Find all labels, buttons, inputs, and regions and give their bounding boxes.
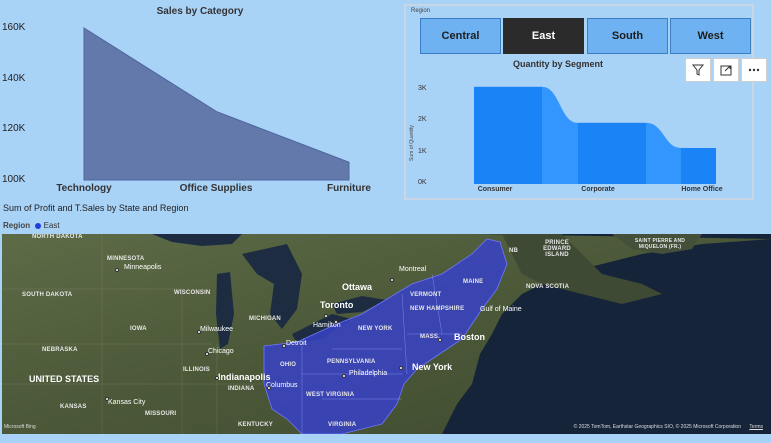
city-marker xyxy=(197,330,201,334)
area-y-tick: 140K xyxy=(2,72,26,84)
slicer-option-west[interactable]: West xyxy=(670,18,751,54)
map-label-kansas: KANSAS xyxy=(60,404,87,410)
map-label-wisconsin: WISCONSIN xyxy=(174,290,211,296)
map-label-minnesota: MINNESOTA xyxy=(107,256,145,262)
city-marker xyxy=(324,314,328,318)
map-label-indiana: INDIANA xyxy=(228,386,255,392)
area-x-tick: Office Supplies xyxy=(179,183,253,194)
segment-x-tick: Home Office xyxy=(681,186,723,193)
legend-item-east[interactable]: East xyxy=(43,221,60,230)
city-marker xyxy=(267,386,271,390)
map-label-north-dakota: NORTH DAKOTA xyxy=(32,234,83,240)
city-marker xyxy=(342,374,346,378)
quantity-by-segment-chart[interactable] xyxy=(0,0,771,200)
city-marker xyxy=(115,268,119,272)
map-label-new-hampshire: NEW HAMPSHIRE xyxy=(410,306,465,312)
city-marker xyxy=(105,397,109,401)
segment-bar-consumer[interactable] xyxy=(474,86,542,184)
focus-mode-icon[interactable] xyxy=(713,58,739,82)
map-label-west-virginia: WEST VIRGINIA xyxy=(306,392,355,398)
map-label-new-york: NEW YORK xyxy=(358,326,393,332)
map-terrain xyxy=(2,234,771,434)
map-label-columbus: Columbus xyxy=(266,382,298,389)
map-label-pei: PRINCE EDWARD ISLAND xyxy=(543,240,571,258)
map-label-missouri: MISSOURI xyxy=(145,411,177,417)
map-label-minneapolis: Minneapolis xyxy=(124,264,162,271)
map-label-gulf-of-maine: Gulf of Maine xyxy=(480,306,522,313)
quantity-by-segment-title: Quantity by Segment xyxy=(512,59,603,69)
map-label-chicago: Chicago xyxy=(208,348,234,355)
area-y-tick: 160K xyxy=(2,22,26,33)
map-label-mass: MASS. xyxy=(420,334,441,340)
map-label-iowa: IOWA xyxy=(130,326,147,332)
city-marker xyxy=(215,376,219,380)
sales-by-category-title: Sales by Category xyxy=(156,6,244,17)
area-x-tick: Technology xyxy=(56,183,112,194)
city-marker xyxy=(390,278,394,282)
map-label-boston: Boston xyxy=(454,332,485,342)
slicer-option-central[interactable]: Central xyxy=(420,18,501,54)
slicer-option-south[interactable]: South xyxy=(587,18,668,54)
city-marker xyxy=(205,352,209,356)
legend-label: Region xyxy=(3,221,31,230)
filter-icon[interactable] xyxy=(685,58,711,82)
legend-marker xyxy=(35,222,42,229)
area-y-tick: 100K xyxy=(2,174,26,185)
map-label-ottawa: Ottawa xyxy=(342,282,373,292)
map-label-new-york-city: New York xyxy=(412,362,453,372)
area-x-tick: Furniture xyxy=(327,183,371,194)
map-label-vermont: VERMONT xyxy=(410,292,442,298)
city-marker xyxy=(282,344,286,348)
sales-by-category-chart[interactable] xyxy=(0,0,400,200)
map-label-toronto: Toronto xyxy=(320,300,354,310)
map-label-pennsylvania: PENNSYLVANIA xyxy=(327,359,376,365)
bing-logo: Microsoft Bing xyxy=(4,424,36,430)
slicer-caption: Region xyxy=(411,8,431,14)
map-label-montreal: Montreal xyxy=(399,266,427,273)
city-marker xyxy=(438,338,442,342)
map-label-philadelphia: Philadelphia xyxy=(349,370,388,377)
city-marker xyxy=(334,320,338,324)
map-label-nb: NB xyxy=(509,248,519,254)
city-marker xyxy=(399,366,403,370)
segment-y-tick: 0K xyxy=(418,179,427,186)
map-terms-link[interactable]: Terms xyxy=(749,424,763,430)
segment-bar-corporate[interactable] xyxy=(578,122,646,184)
map-label-milwaukee: Milwaukee xyxy=(200,326,234,333)
segment-x-tick: Corporate xyxy=(581,186,615,193)
segment-bar-home-office[interactable] xyxy=(681,147,716,184)
map-attribution: © 2025 TomTom, Earthstar Geographics SIO… xyxy=(573,424,741,430)
east-region-highlight xyxy=(263,238,508,434)
map-label-kansas-city: Kansas City xyxy=(108,399,146,406)
map-label-detroit: Detroit xyxy=(286,340,307,347)
segment-y-tick: 1K xyxy=(418,147,427,155)
segment-y-axis-label: Sum of Quantity xyxy=(409,125,415,161)
map-label-south-dakota: SOUTH DAKOTA xyxy=(22,292,73,298)
segment-x-tick: Consumer xyxy=(477,186,513,193)
map-heading: Sum of Profit and T.Sales by State and R… xyxy=(3,203,189,213)
map-label-nova-scotia: NOVA SCOTIA xyxy=(526,284,570,290)
map-label-michigan: MICHIGAN xyxy=(249,316,281,322)
more-options-icon[interactable] xyxy=(741,58,767,82)
map-label-indianapolis: Indianapolis xyxy=(218,372,271,382)
map-label-hamilton: Hamilton xyxy=(313,322,341,329)
map-label-virginia: VIRGINIA xyxy=(328,422,357,428)
map-label-illinois: ILLINOIS xyxy=(183,367,210,373)
map-label-ohio: OHIO xyxy=(280,362,297,368)
map-label-saint-pierre: SAINT PIERRE AND MIQUELON (FR.) xyxy=(634,238,686,250)
area-y-tick: 120K xyxy=(2,123,26,135)
map-label-maine: MAINE xyxy=(463,279,484,285)
area-series-fill xyxy=(83,27,350,181)
map-label-nebraska: NEBRASKA xyxy=(42,347,78,353)
map-label-kentucky: KENTUCKY xyxy=(238,422,273,428)
map-legend: Region East xyxy=(3,221,60,230)
segment-y-tick: 2K xyxy=(418,116,427,124)
segment-y-tick: 3K xyxy=(418,85,427,92)
slicer-option-east[interactable]: East xyxy=(503,18,584,54)
region-slicer-panel xyxy=(404,4,754,200)
map-label-united-states: UNITED STATES xyxy=(29,374,100,384)
state-region-map[interactable]: NORTH DAKOTA MINNESOTA SOUTH DAKOTA WISCONS… xyxy=(2,234,771,434)
